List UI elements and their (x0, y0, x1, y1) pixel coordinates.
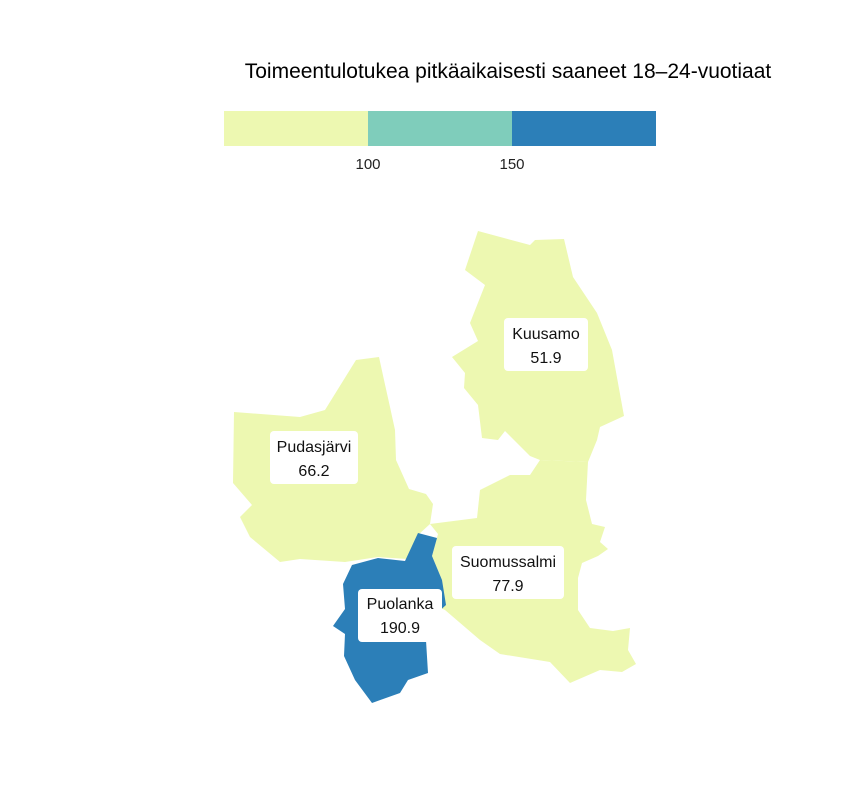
region-name-kuusamo: Kuusamo (512, 326, 580, 343)
legend-swatch-low (224, 111, 368, 146)
label-kuusamo: Kuusamo 51.9 (504, 318, 588, 371)
legend-swatch-mid (368, 111, 512, 146)
region-name-suomussalmi: Suomussalmi (460, 554, 556, 571)
region-labels: Kuusamo 51.9 Pudasjärvi 66.2 Suomussalmi… (270, 318, 588, 642)
legend-break-100: 100 (355, 156, 380, 173)
region-value-pudasjarvi: 66.2 (298, 463, 329, 480)
map-title: Toimeentulotukea pitkäaikaisesti saaneet… (245, 60, 772, 83)
label-pudasjarvi: Pudasjärvi 66.2 (270, 431, 358, 484)
region-name-puolanka: Puolanka (367, 596, 434, 613)
region-value-suomussalmi: 77.9 (492, 578, 523, 595)
legend-swatch-high (512, 111, 656, 146)
label-puolanka: Puolanka 190.9 (358, 589, 442, 642)
label-suomussalmi: Suomussalmi 77.9 (452, 546, 564, 599)
region-value-kuusamo: 51.9 (530, 350, 561, 367)
legend-break-150: 150 (499, 156, 524, 173)
color-legend: 100 150 (224, 111, 656, 173)
region-value-puolanka: 190.9 (380, 620, 420, 637)
region-name-pudasjarvi: Pudasjärvi (277, 439, 352, 456)
